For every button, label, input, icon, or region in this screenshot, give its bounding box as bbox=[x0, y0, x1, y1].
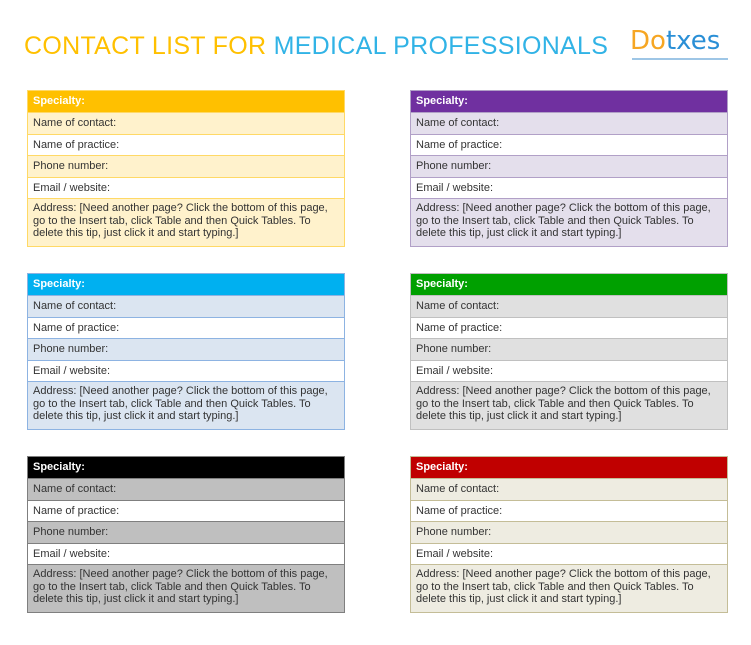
card-field: Name of practice: bbox=[411, 499, 727, 522]
card-field: Name of practice: bbox=[411, 133, 727, 156]
card-field: Name of practice: bbox=[28, 316, 344, 339]
logo-underline bbox=[632, 58, 728, 60]
card-field: Phone number: bbox=[28, 338, 344, 360]
card-field: Name of practice: bbox=[28, 133, 344, 156]
card-field: Name of contact: bbox=[28, 478, 344, 500]
card-field: Phone number: bbox=[411, 155, 727, 177]
card-field: Name of contact: bbox=[411, 295, 727, 317]
card-field: Name of contact: bbox=[411, 112, 727, 134]
address-field: Address: [Need another page? Click the b… bbox=[411, 198, 727, 246]
card-field: Phone number: bbox=[411, 521, 727, 543]
card-field: Phone number: bbox=[28, 155, 344, 177]
card-field: Email / website: bbox=[411, 176, 727, 199]
card-header: Specialty: bbox=[411, 457, 727, 478]
contact-card: Specialty: Name of contact: Name of practi… bbox=[27, 90, 345, 247]
contact-card: Specialty: Name of contact: Name of practi… bbox=[410, 273, 728, 430]
card-field: Name of practice: bbox=[411, 316, 727, 339]
card-field: Email / website: bbox=[28, 542, 344, 565]
card-field: Name of contact: bbox=[28, 295, 344, 317]
card-header: Specialty: bbox=[28, 91, 344, 112]
card-field: Email / website: bbox=[411, 542, 727, 565]
card-field: Phone number: bbox=[411, 338, 727, 360]
card-field: Name of contact: bbox=[411, 478, 727, 500]
card-field: Phone number: bbox=[28, 521, 344, 543]
address-field: Address: [Need another page? Click the b… bbox=[28, 564, 344, 612]
card-header: Specialty: bbox=[28, 274, 344, 295]
address-field: Address: [Need another page? Click the b… bbox=[28, 381, 344, 429]
logo-part: Do bbox=[630, 26, 666, 56]
title: CONTACT LIST FOR MEDICAL PROFESSIONALS bbox=[24, 32, 608, 61]
contact-card: Specialty: Name of contact: Name of practi… bbox=[27, 273, 345, 430]
card-field: Name of practice: bbox=[28, 499, 344, 522]
card-field: Name of contact: bbox=[28, 112, 344, 134]
card-field: Email / website: bbox=[28, 176, 344, 199]
card-header: Specialty: bbox=[411, 274, 727, 295]
card-field: Email / website: bbox=[28, 359, 344, 382]
card-field: Email / website: bbox=[411, 359, 727, 382]
title-part: CONTACT LIST FOR bbox=[24, 32, 267, 60]
logo: Dotxes bbox=[630, 26, 720, 56]
contact-card: Specialty: Name of contact: Name of practi… bbox=[410, 456, 728, 613]
contact-card: Specialty: Name of contact: Name of practi… bbox=[410, 90, 728, 247]
title-part: MEDICAL PROFESSIONALS bbox=[273, 32, 609, 60]
contact-card: Specialty: Name of contact: Name of practi… bbox=[27, 456, 345, 613]
logo-part: txes bbox=[665, 26, 721, 56]
address-field: Address: [Need another page? Click the b… bbox=[411, 564, 727, 612]
card-header: Specialty: bbox=[28, 457, 344, 478]
address-field: Address: [Need another page? Click the b… bbox=[28, 198, 344, 246]
address-field: Address: [Need another page? Click the b… bbox=[411, 381, 727, 429]
card-header: Specialty: bbox=[411, 91, 727, 112]
